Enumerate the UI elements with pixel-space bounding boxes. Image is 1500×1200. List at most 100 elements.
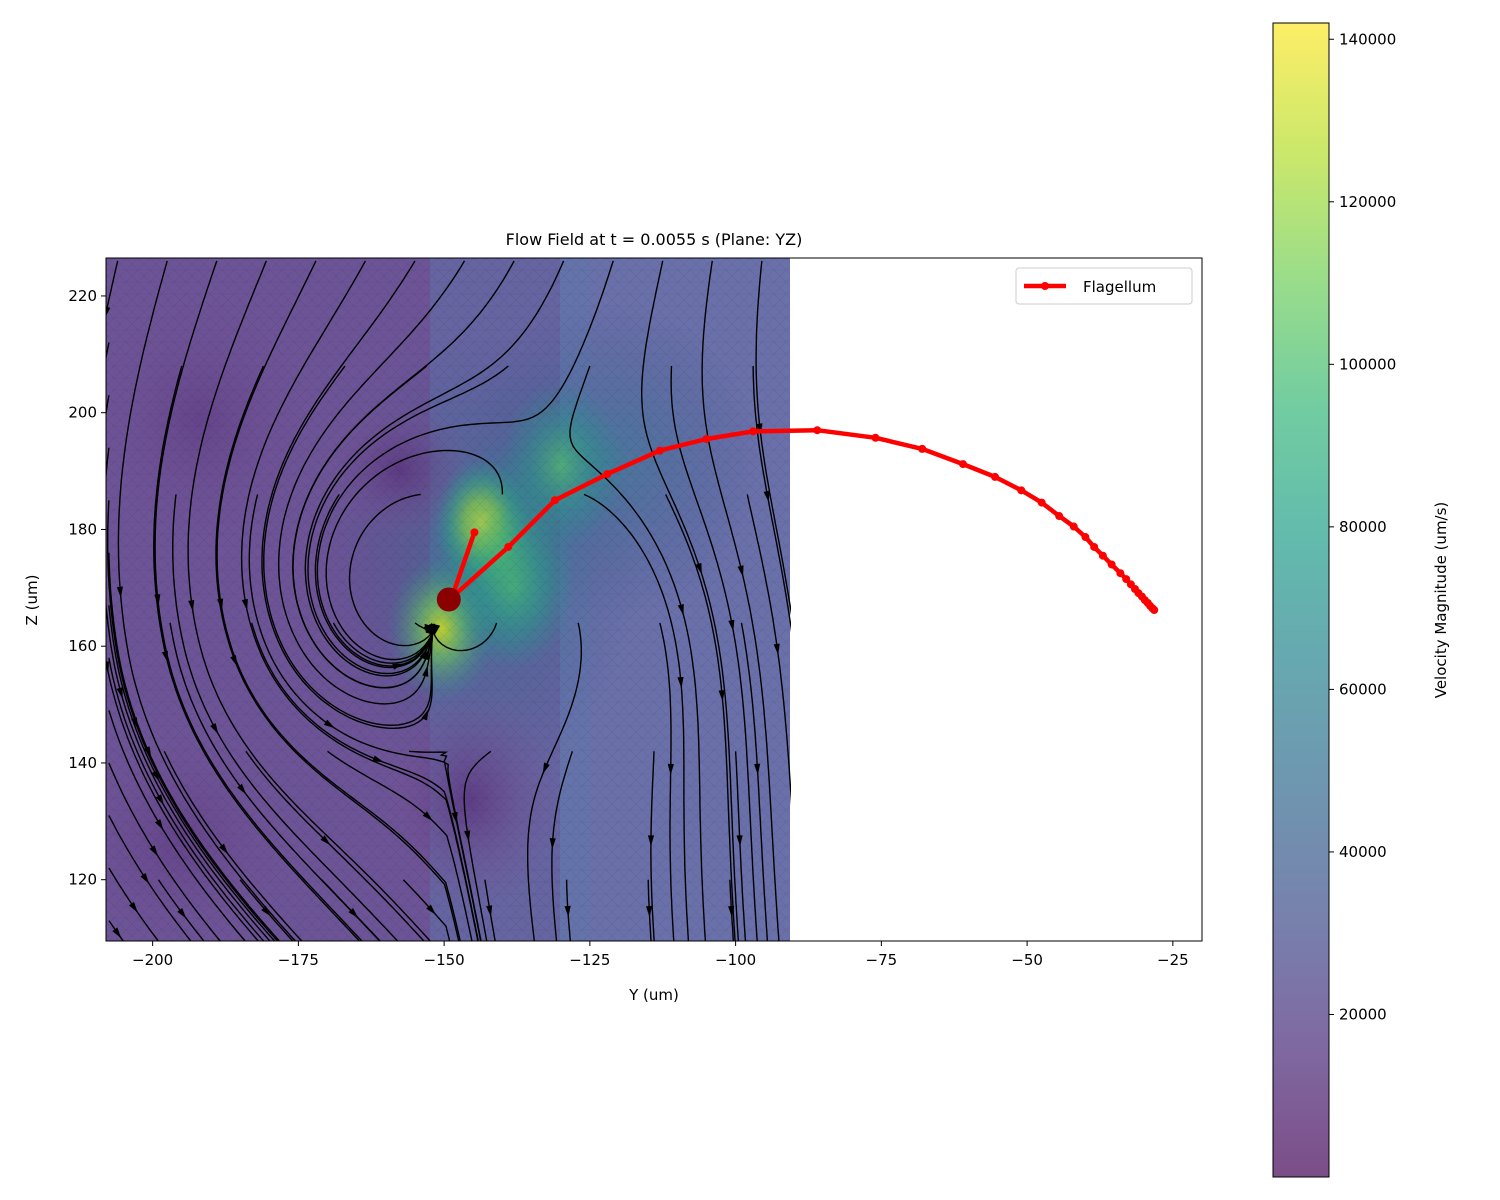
streamline-arrow	[230, 655, 238, 667]
flagellum-point	[958, 460, 967, 469]
streamline	[153, 365, 361, 941]
flagellum-point	[1122, 575, 1131, 584]
streamline	[527, 622, 582, 941]
streamline	[108, 657, 265, 941]
streamline	[463, 750, 492, 941]
velocity-field	[106, 258, 791, 941]
flagellum-point	[991, 472, 1000, 481]
streamline	[307, 365, 509, 675]
streamline	[755, 260, 791, 616]
streamline-arrow	[323, 719, 335, 729]
streamline	[583, 493, 690, 941]
colorbar-label: Velocity Magnitude (um/s)	[1432, 502, 1450, 699]
streamline-arrow	[106, 306, 111, 317]
streamline	[245, 750, 425, 941]
streamline-arrow	[177, 907, 187, 919]
streamline-arrow	[112, 927, 122, 939]
x-tick-label: −200	[132, 951, 173, 969]
streamline-arrow	[320, 835, 331, 846]
streamline	[327, 750, 473, 941]
streamline-arrow	[434, 624, 441, 636]
streamline	[746, 494, 791, 807]
streamline-arrow	[155, 794, 164, 806]
flagellum-point	[918, 444, 927, 453]
streamline	[641, 260, 740, 941]
colorbar-tick-label: 20000	[1339, 1005, 1387, 1023]
streamline-arrow	[763, 490, 770, 503]
streamline	[108, 815, 192, 941]
x-tick-label: −50	[1011, 951, 1043, 969]
flagellum-head-point	[470, 528, 479, 537]
streamline-arrow	[241, 598, 248, 611]
streamline-arrow	[155, 819, 164, 831]
flagellum-point	[1090, 542, 1099, 551]
streamline-arrow	[237, 783, 247, 795]
y-tick-label: 160	[68, 637, 97, 655]
streamline	[163, 750, 303, 941]
streamline-arrow	[728, 619, 735, 632]
streamline-arrow	[261, 906, 271, 917]
colorbar-tick-label: 100000	[1339, 355, 1396, 373]
streamline	[108, 710, 247, 941]
streamline-arrow	[143, 746, 152, 758]
streamline	[215, 365, 460, 941]
streamline-arrow	[645, 905, 653, 918]
flagellum-point	[702, 434, 711, 443]
streamline-arrow	[161, 650, 168, 663]
x-tick-label: −150	[424, 951, 465, 969]
colorbar-tick-label: 40000	[1339, 843, 1387, 861]
streamline-arrow	[116, 586, 123, 598]
flagellum-point	[1107, 560, 1116, 569]
streamline-arrow	[728, 905, 735, 918]
streamline-arrow	[140, 873, 150, 884]
streamline	[650, 751, 655, 941]
streamline	[409, 750, 482, 941]
streamline-arrow	[348, 907, 359, 919]
streamline-arrow	[736, 835, 743, 847]
flagellum-point	[550, 496, 559, 505]
streamline	[106, 447, 271, 941]
streamline-arrow	[695, 562, 702, 575]
streamline	[569, 365, 707, 941]
streamline	[659, 622, 675, 941]
x-axis: −200 −175 −150 −125 −100 −75 −50 −25	[132, 941, 1189, 969]
streamline-arrow	[188, 599, 195, 612]
streamline-arrow	[219, 843, 229, 855]
y-tick-label: 200	[68, 404, 97, 422]
streamline-arrow	[451, 811, 458, 824]
streamline	[740, 622, 769, 941]
legend-label-flagellum: Flagellum	[1083, 278, 1156, 296]
streamline-arrow	[116, 687, 123, 699]
flagellum-point	[813, 426, 822, 435]
chart-title: Flow Field at t = 0.0055 s (Plane: YZ)	[506, 230, 803, 249]
streamline	[117, 260, 297, 941]
streamline	[251, 622, 479, 941]
flagellum-point	[1055, 512, 1064, 521]
x-tick-label: −75	[866, 951, 898, 969]
y-tick-label: 220	[68, 287, 97, 305]
flagellum-point	[749, 427, 758, 436]
streamline-arrow	[667, 763, 674, 776]
y-axis: 120 140 160 180 200 220	[68, 287, 106, 889]
cell-body	[436, 587, 461, 612]
y-tick-label: 140	[68, 754, 97, 772]
x-tick-label: −125	[569, 951, 610, 969]
streamline	[154, 260, 363, 941]
x-tick-label: −25	[1157, 951, 1189, 969]
x-tick-label: −100	[715, 951, 756, 969]
streamline	[108, 762, 222, 941]
streamline	[752, 365, 791, 633]
flagellum-point	[603, 469, 612, 478]
streamline-arrow	[549, 838, 556, 850]
legend: Flagellum	[1015, 267, 1193, 305]
streamline	[106, 260, 119, 317]
streamline-arrow	[677, 603, 684, 616]
streamline-arrow	[718, 690, 725, 702]
streamline	[670, 365, 758, 941]
streamline	[108, 552, 281, 941]
streamline	[187, 260, 432, 941]
flagellum-head-branch	[448, 530, 477, 602]
streamline-arrow	[422, 811, 433, 822]
streamline-arrow	[106, 661, 110, 673]
colorbar-tick-label: 120000	[1339, 193, 1396, 211]
